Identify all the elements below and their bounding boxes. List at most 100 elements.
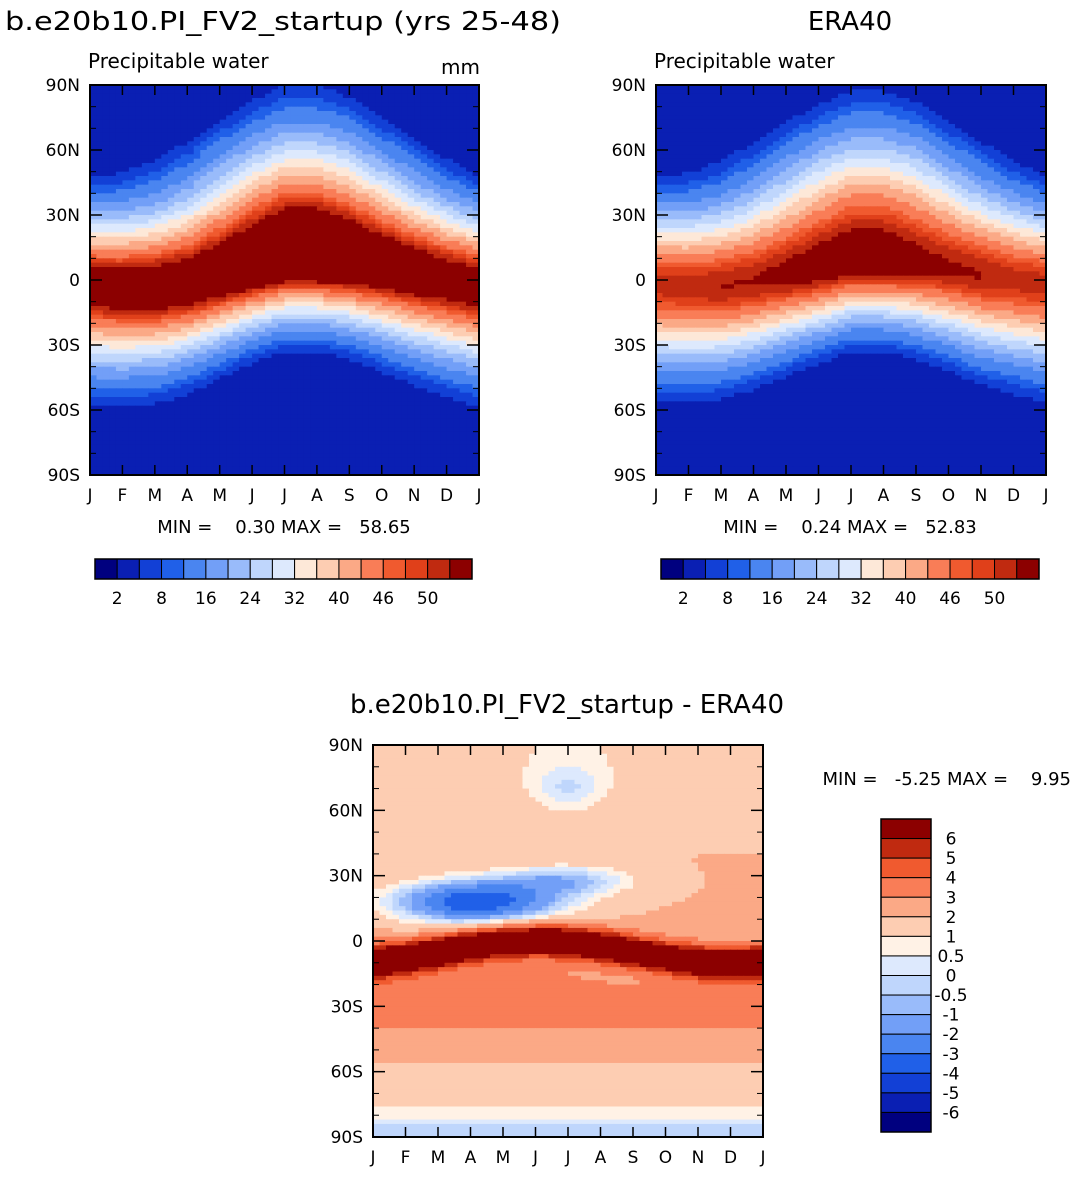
heatmap-cell xyxy=(466,145,474,151)
heatmap-cell xyxy=(239,232,247,238)
heatmap-cell xyxy=(200,332,208,337)
heatmap-cell xyxy=(122,293,130,298)
heatmap-cell xyxy=(167,249,175,255)
heatmap-cell xyxy=(239,154,247,160)
heatmap-cell xyxy=(193,167,201,173)
heatmap-cell xyxy=(206,436,214,441)
heatmap-cell xyxy=(342,392,350,398)
heatmap-cell xyxy=(375,102,383,108)
heatmap-cell xyxy=(161,301,169,307)
heatmap-cell xyxy=(180,427,188,433)
heatmap-cell xyxy=(446,427,454,433)
heatmap-cell xyxy=(180,145,188,151)
heatmap-cell xyxy=(407,427,415,433)
heatmap-cell xyxy=(161,293,169,298)
heatmap-cell xyxy=(433,280,441,285)
heatmap-cell xyxy=(329,293,337,298)
heatmap-cell xyxy=(258,137,266,142)
heatmap-cell xyxy=(342,228,350,233)
heatmap-cell xyxy=(174,375,182,381)
heatmap-cell xyxy=(349,423,357,428)
heatmap-cell xyxy=(141,93,149,99)
heatmap-cell xyxy=(154,254,162,259)
heatmap-cell xyxy=(329,366,337,372)
heatmap-cell xyxy=(420,371,428,376)
heatmap-cell xyxy=(90,332,98,337)
heatmap-cell xyxy=(336,310,344,316)
heatmap-cell xyxy=(375,115,383,121)
heatmap-cell xyxy=(200,323,208,329)
heatmap-cell xyxy=(316,232,324,238)
heatmap-cell xyxy=(368,353,376,359)
heatmap-cell xyxy=(180,271,188,277)
heatmap-cell xyxy=(420,249,428,255)
heatmap-cell xyxy=(459,405,467,411)
heatmap-cell xyxy=(232,141,240,147)
heatmap-cell xyxy=(167,132,175,138)
heatmap-cell xyxy=(407,280,415,285)
heatmap-cell xyxy=(265,280,273,285)
heatmap-cell xyxy=(187,362,195,368)
heatmap-cell xyxy=(258,245,266,251)
heatmap-cell xyxy=(433,232,441,238)
heatmap-cell xyxy=(226,111,234,116)
heatmap-cell xyxy=(141,223,149,229)
heatmap-cell xyxy=(329,115,337,121)
heatmap-cell xyxy=(161,431,169,437)
heatmap-cell xyxy=(193,98,201,103)
heatmap-cell xyxy=(368,132,376,138)
heatmap-cell xyxy=(349,137,357,142)
heatmap-cell xyxy=(303,410,312,415)
heatmap-cell xyxy=(355,388,363,394)
heatmap-cell xyxy=(174,345,182,350)
heatmap-cell xyxy=(213,288,221,294)
heatmap-cell xyxy=(394,293,402,298)
heatmap-cell xyxy=(297,128,305,134)
heatmap-cell xyxy=(407,397,415,402)
heatmap-cell xyxy=(323,314,331,320)
heatmap-cell xyxy=(342,249,350,255)
heatmap-cell xyxy=(90,431,98,437)
heatmap-cell xyxy=(375,245,383,251)
heatmap-cell xyxy=(323,197,331,203)
heatmap-cell xyxy=(167,202,175,207)
heatmap-cell xyxy=(180,180,188,186)
heatmap-cell xyxy=(394,150,402,155)
heatmap-cell xyxy=(414,193,422,199)
heatmap-cell xyxy=(459,319,467,324)
heatmap-cell xyxy=(128,427,136,433)
heatmap-cell xyxy=(193,323,201,329)
heatmap-cell xyxy=(206,206,214,212)
heatmap-cell xyxy=(245,345,253,350)
heatmap-cell xyxy=(271,202,279,207)
heatmap-cell xyxy=(122,115,130,121)
heatmap-cell xyxy=(219,336,227,342)
heatmap-cell xyxy=(446,388,454,394)
heatmap-cell xyxy=(349,236,357,242)
heatmap-cell xyxy=(271,111,279,116)
heatmap-cell xyxy=(187,388,195,394)
heatmap-cell xyxy=(115,258,124,264)
heatmap-cell xyxy=(466,440,474,446)
heatmap-cell xyxy=(219,167,227,173)
heatmap-cell xyxy=(407,184,415,190)
heatmap-cell xyxy=(226,414,234,420)
heatmap-cell xyxy=(213,245,221,251)
heatmap-cell xyxy=(206,202,214,207)
heatmap-cell xyxy=(368,124,376,129)
heatmap-cell xyxy=(239,219,247,225)
heatmap-cell xyxy=(213,154,221,160)
heatmap-cell xyxy=(226,366,234,372)
heatmap-cell xyxy=(239,249,247,255)
heatmap-cell xyxy=(394,345,402,350)
heatmap-cell xyxy=(271,150,279,155)
heatmap-cell xyxy=(115,306,124,311)
heatmap-cell xyxy=(278,275,286,281)
heatmap-cell xyxy=(368,197,376,203)
heatmap-cell xyxy=(323,384,331,389)
heatmap-cell xyxy=(323,124,331,129)
heatmap-cell xyxy=(102,141,111,147)
heatmap-cell xyxy=(362,202,370,207)
heatmap-cell xyxy=(96,427,104,433)
heatmap-cell xyxy=(252,132,260,138)
